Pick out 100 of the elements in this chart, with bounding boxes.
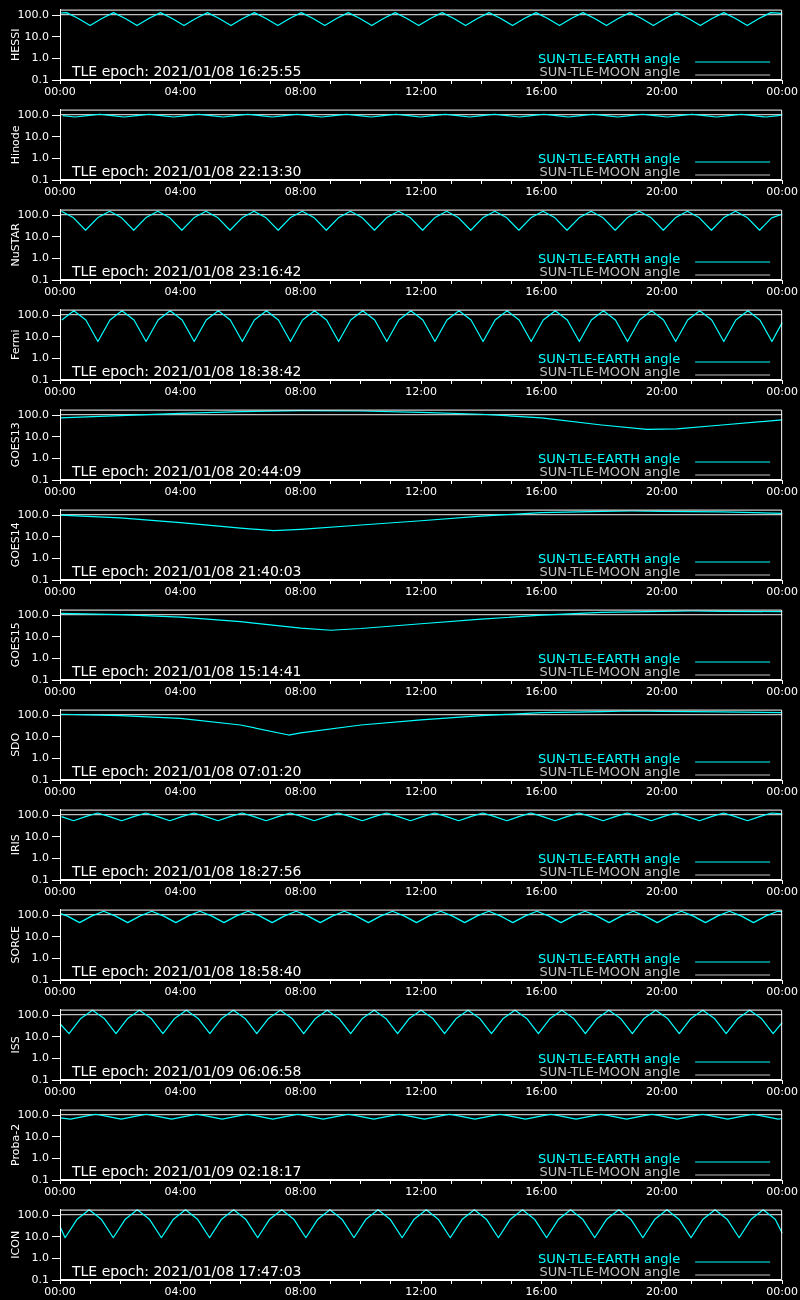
series-label: SUN-TLE-EARTH angle bbox=[537, 451, 681, 466]
y-tick-label: 0.1 bbox=[31, 172, 49, 186]
series-label: SUN-TLE-EARTH angle bbox=[537, 1251, 681, 1266]
y-tick-label: 100.0 bbox=[17, 407, 49, 421]
x-tick-label: 12:00 bbox=[405, 485, 437, 499]
x-tick-label: 00:00 bbox=[766, 585, 798, 599]
y-tick-label: 1.0 bbox=[31, 151, 49, 165]
annotation: TLE epoch: 2021/01/08 17:47:03 bbox=[71, 1263, 302, 1279]
y-axis-title: NuSTAR bbox=[8, 222, 22, 267]
x-tick-label: 00:00 bbox=[766, 685, 798, 699]
x-tick-label: 00:00 bbox=[766, 485, 798, 499]
y-tick-label: 0.1 bbox=[31, 872, 49, 886]
x-tick-label: 12:00 bbox=[405, 1285, 437, 1299]
y-axis-title: GOES14 bbox=[8, 522, 22, 568]
x-tick-label: 08:00 bbox=[284, 685, 317, 699]
y-tick-label: 1.0 bbox=[31, 1251, 49, 1265]
y-tick-label: 10.0 bbox=[24, 1229, 49, 1243]
x-tick-label: 20:00 bbox=[645, 185, 678, 199]
x-tick-label: 04:00 bbox=[164, 485, 197, 499]
x-tick-label: 00:00 bbox=[44, 685, 76, 699]
x-tick-label: 00:00 bbox=[766, 185, 798, 199]
annotation: TLE epoch: 2021/01/08 23:16:42 bbox=[71, 263, 302, 279]
y-tick-label: 100.0 bbox=[17, 307, 49, 321]
x-tick-label: 20:00 bbox=[645, 485, 678, 499]
y-tick-label: 0.1 bbox=[31, 672, 49, 686]
y-tick-label: 100.0 bbox=[17, 807, 49, 821]
y-tick-label: 1.0 bbox=[31, 951, 49, 965]
y-tick-label: 10.0 bbox=[24, 729, 49, 743]
x-tick-label: 08:00 bbox=[284, 985, 317, 999]
y-tick-label: 0.1 bbox=[31, 472, 49, 486]
x-tick-label: 00:00 bbox=[766, 1085, 798, 1099]
y-tick-label: 1.0 bbox=[31, 751, 49, 765]
y-tick-label: 10.0 bbox=[24, 29, 49, 43]
x-tick-label: 04:00 bbox=[164, 1185, 197, 1199]
x-tick-label: 04:00 bbox=[164, 585, 197, 599]
y-tick-label: 100.0 bbox=[17, 1007, 49, 1021]
y-axis-title: IRIS bbox=[8, 834, 22, 856]
y-axis-title: ISS bbox=[8, 1036, 22, 1054]
x-tick-label: 20:00 bbox=[645, 385, 678, 399]
x-tick-label: 16:00 bbox=[525, 1185, 558, 1199]
y-tick-label: 10.0 bbox=[24, 829, 49, 843]
y-axis-title: GOES15 bbox=[8, 622, 22, 668]
y-tick-label: 100.0 bbox=[17, 1107, 49, 1121]
x-tick-label: 08:00 bbox=[284, 585, 317, 599]
y-axis-title: ICON bbox=[8, 1230, 22, 1259]
y-tick-label: 10.0 bbox=[24, 1029, 49, 1043]
y-tick-label: 10.0 bbox=[24, 329, 49, 343]
x-tick-label: 04:00 bbox=[164, 885, 197, 899]
x-tick-label: 12:00 bbox=[405, 1085, 437, 1099]
x-tick-label: 00:00 bbox=[766, 385, 798, 399]
x-tick-label: 12:00 bbox=[405, 185, 437, 199]
x-tick-label: 04:00 bbox=[164, 385, 197, 399]
y-tick-label: 10.0 bbox=[24, 929, 49, 943]
y-tick-label: 0.1 bbox=[31, 572, 49, 586]
text: SUN-TLE-EARTH angle bbox=[537, 1151, 681, 1166]
x-tick-label: 20:00 bbox=[645, 585, 678, 599]
annotation: TLE epoch: 2021/01/08 07:01:20 bbox=[71, 763, 302, 779]
annotation: TLE epoch: 2021/01/08 22:13:30 bbox=[71, 163, 302, 179]
x-tick-label: 08:00 bbox=[284, 285, 317, 299]
annotation: TLE epoch: 2021/01/08 18:27:56 bbox=[71, 863, 302, 879]
y-tick-label: 1.0 bbox=[31, 251, 49, 265]
x-tick-label: 08:00 bbox=[284, 885, 317, 899]
x-tick-label: 20:00 bbox=[645, 985, 678, 999]
y-tick-label: 100.0 bbox=[17, 1207, 49, 1221]
x-tick-label: 00:00 bbox=[44, 1085, 76, 1099]
x-tick-label: 20:00 bbox=[645, 785, 678, 799]
y-tick-label: 0.1 bbox=[31, 1272, 49, 1286]
annotation: TLE epoch: 2021/01/08 16:25:55 bbox=[71, 63, 302, 79]
x-tick-label: 04:00 bbox=[164, 85, 197, 99]
y-tick-label: 0.1 bbox=[31, 772, 49, 786]
x-tick-label: 12:00 bbox=[405, 285, 437, 299]
x-tick-label: 12:00 bbox=[405, 985, 437, 999]
x-tick-label: 08:00 bbox=[284, 785, 317, 799]
x-tick-label: 16:00 bbox=[525, 85, 558, 99]
x-tick-label: 16:00 bbox=[525, 385, 558, 399]
x-tick-label: 00:00 bbox=[44, 785, 76, 799]
y-tick-label: 10.0 bbox=[24, 629, 49, 643]
text: SUN-TLE-EARTH angle bbox=[537, 851, 681, 866]
text: SUN-TLE-EARTH angle bbox=[537, 651, 681, 666]
x-tick-label: 12:00 bbox=[405, 785, 437, 799]
x-tick-label: 00:00 bbox=[766, 985, 798, 999]
text: SUN-TLE-EARTH angle bbox=[537, 951, 681, 966]
y-axis-title: SDO bbox=[8, 732, 22, 757]
x-tick-label: 16:00 bbox=[525, 785, 558, 799]
x-tick-label: 00:00 bbox=[44, 1185, 76, 1199]
y-tick-label: 1.0 bbox=[31, 351, 49, 365]
x-tick-label: 00:00 bbox=[44, 185, 76, 199]
x-tick-label: 20:00 bbox=[645, 885, 678, 899]
x-tick-label: 08:00 bbox=[284, 1085, 317, 1099]
y-tick-label: 1.0 bbox=[31, 451, 49, 465]
x-tick-label: 16:00 bbox=[525, 885, 558, 899]
x-tick-label: 16:00 bbox=[525, 285, 558, 299]
annotation: TLE epoch: 2021/01/08 20:44:09 bbox=[71, 463, 302, 479]
x-tick-label: 20:00 bbox=[645, 1185, 678, 1199]
x-tick-label: 12:00 bbox=[405, 1185, 437, 1199]
x-tick-label: 00:00 bbox=[44, 85, 76, 99]
x-tick-label: 04:00 bbox=[164, 685, 197, 699]
x-tick-label: 08:00 bbox=[284, 485, 317, 499]
y-tick-label: 100.0 bbox=[17, 207, 49, 221]
y-tick-label: 0.1 bbox=[31, 272, 49, 286]
